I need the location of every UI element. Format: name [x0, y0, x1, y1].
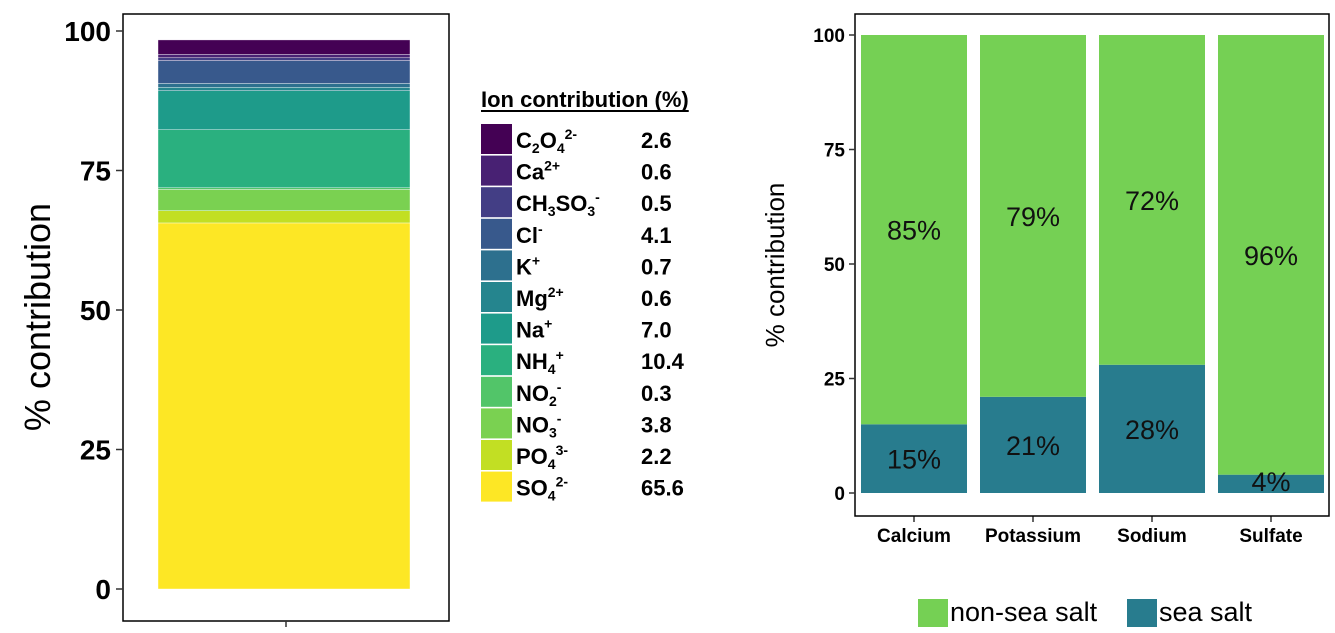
legend-swatch-4	[481, 345, 512, 376]
legend-value-6: 0.6	[641, 286, 672, 311]
bar-segment-2	[157, 189, 411, 211]
legend-swatch-non-sea-salt	[918, 599, 948, 627]
legend-swatch-1	[481, 440, 512, 470]
x-tick-label: Sodium	[1117, 526, 1187, 547]
label-non-sea-salt-1: 79%	[1006, 202, 1060, 232]
label-sea-salt-1: 21%	[1006, 431, 1060, 461]
legend-value-1: 2.2	[641, 444, 672, 469]
legend-value-9: 0.5	[641, 191, 672, 216]
legend-label-3: NO2-	[516, 379, 562, 409]
label-non-sea-salt-0: 85%	[887, 216, 941, 246]
legend-value-3: 0.3	[641, 381, 672, 406]
legend-label-4: NH4+	[516, 347, 564, 377]
legend-swatch-7	[481, 250, 512, 281]
ion-contribution-chart: 0 25 50 75 100 % contribution Ion contribution…	[17, 13, 689, 627]
legend-value-4: 10.4	[641, 349, 685, 374]
bar-segment-7	[157, 83, 411, 88]
bar-non-sea-salt-2	[1099, 35, 1205, 365]
bar-segment-6	[157, 87, 411, 91]
y-tick-label: 50	[80, 295, 111, 326]
label-non-sea-salt-3: 96%	[1244, 241, 1298, 271]
x-tick-label: Calcium	[877, 526, 951, 547]
legend-swatch-10	[481, 155, 512, 186]
legend-swatch-9	[481, 187, 512, 218]
bar-segment-1	[157, 210, 411, 224]
legend-label-11: C2O42-	[516, 126, 577, 156]
sea-salt-chart: 85% 15% Calcium 79% 21% Potassium 72% 28% Sodium…	[760, 13, 1330, 627]
y-tick-label: 25	[824, 370, 846, 391]
y-tick-label: 100	[813, 26, 845, 47]
legend-value-11: 2.6	[641, 128, 672, 153]
panel-border	[854, 13, 1330, 517]
y-tick-label: 75	[824, 141, 846, 162]
y-tick-label: 0	[834, 484, 845, 505]
y-tick-label: 75	[80, 156, 111, 187]
legend-value-7: 0.7	[641, 254, 672, 279]
legend-value-8: 4.1	[641, 223, 672, 248]
legend-label-10: Ca2+	[516, 158, 560, 185]
legend-value-10: 0.6	[641, 160, 672, 185]
bar-non-sea-salt-0	[861, 35, 967, 425]
bar-non-sea-salt-1	[980, 35, 1086, 397]
label-sea-salt-0: 15%	[887, 445, 941, 475]
bar-segment-10	[157, 54, 411, 58]
legend-swatch-3	[481, 376, 512, 407]
legend-value-2: 3.8	[641, 412, 672, 437]
legend-swatch-sea-salt	[1127, 599, 1157, 627]
legend-swatch-8	[481, 218, 512, 249]
bar-segment-8	[157, 60, 411, 84]
legend-label-0: SO42-	[516, 474, 568, 504]
legend-label-1: PO43-	[516, 442, 568, 472]
legend-label-6: Mg2+	[516, 284, 564, 311]
y-tick-label: 50	[824, 255, 845, 276]
bar-segment-9	[157, 57, 411, 61]
y-axis-label: % contribution	[760, 183, 790, 348]
bar-segment-0	[157, 222, 411, 590]
legend-swatch-2	[481, 408, 512, 439]
legend-title: Ion contribution (%)	[481, 87, 689, 112]
legend-value-0: 65.6	[641, 476, 684, 501]
bar-segment-5	[157, 90, 411, 130]
y-tick-label: 25	[80, 435, 111, 466]
bar-non-sea-salt-3	[1218, 35, 1324, 475]
legend-label-7: K+	[516, 252, 540, 279]
label-non-sea-salt-2: 72%	[1125, 186, 1179, 216]
label-sea-salt-3: 4%	[1251, 467, 1290, 497]
label-sea-salt-2: 28%	[1125, 415, 1179, 445]
bar-sea-salt-0	[861, 424, 967, 493]
x-tick-label: Sulfate	[1239, 526, 1302, 547]
bar-segment-4	[157, 129, 411, 188]
legend-swatch-6	[481, 282, 512, 312]
legend-swatch-0	[481, 471, 512, 502]
bar-segment-11	[157, 39, 411, 55]
legend-label-8: Cl-	[516, 221, 543, 248]
legend-label-non-sea-salt: non-sea salt	[950, 597, 1098, 627]
legend-label-9: CH3SO3-	[516, 189, 600, 219]
legend-swatch-11	[481, 124, 512, 154]
y-axis-label: % contribution	[17, 203, 58, 431]
legend-label-sea-salt: sea salt	[1159, 597, 1253, 627]
bar-segment-3	[157, 187, 411, 190]
bar-sea-salt-2	[1099, 364, 1205, 493]
bar-sea-salt-1	[980, 396, 1086, 493]
y-tick-label: 0	[95, 574, 111, 605]
legend-value-5: 7.0	[641, 318, 672, 343]
bar-sea-salt-3	[1218, 474, 1324, 493]
legend-swatch-5	[481, 313, 512, 344]
legend-label-5: Na+	[516, 316, 552, 343]
legend-label-2: NO3-	[516, 410, 562, 440]
x-tick-label: Potassium	[985, 526, 1081, 547]
y-tick-label: 100	[64, 16, 111, 47]
